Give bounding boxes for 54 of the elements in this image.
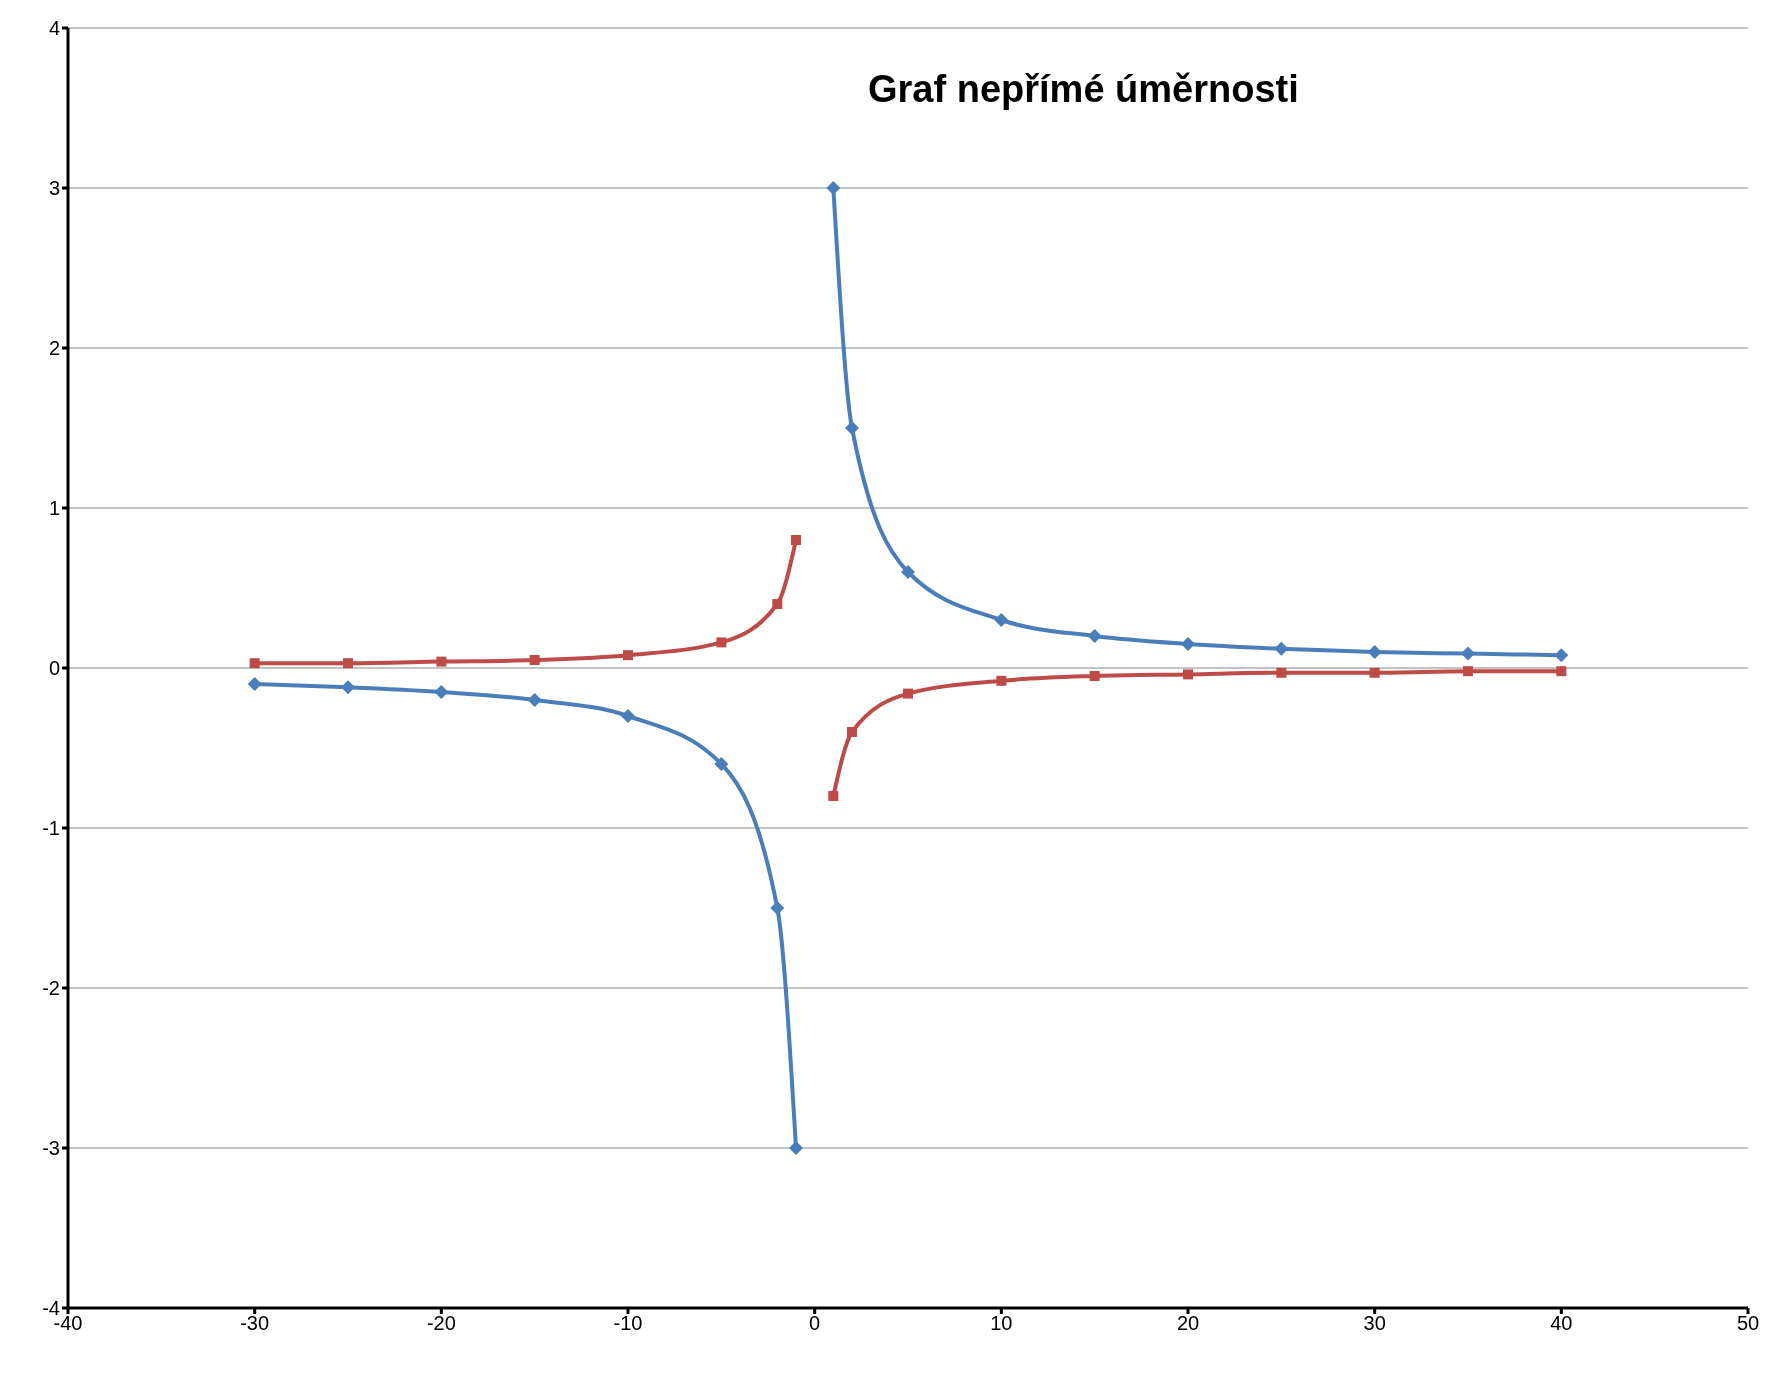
x-tick-label: -30	[240, 1312, 270, 1335]
point	[847, 727, 857, 737]
y-tick-label: 3	[48, 177, 60, 200]
point	[343, 658, 353, 669]
y-tick-label: 2	[48, 337, 60, 360]
point	[996, 675, 1007, 686]
y-tick-label: -1	[42, 817, 60, 840]
point	[436, 656, 447, 667]
point	[247, 677, 262, 691]
point	[789, 1141, 803, 1155]
point	[770, 901, 785, 915]
point	[1087, 629, 1102, 643]
y-tick-label: 1	[48, 497, 60, 520]
point	[249, 658, 260, 669]
point	[828, 791, 839, 801]
point	[1554, 648, 1569, 663]
point	[826, 181, 841, 195]
point	[791, 535, 801, 545]
x-tick-label: 10	[990, 1312, 1013, 1335]
point	[1181, 637, 1195, 651]
text: Graf nepřímé úměrnosti	[868, 68, 1299, 111]
y-tick-label: 0	[48, 657, 60, 680]
point	[527, 693, 542, 707]
point	[623, 650, 633, 661]
x-tick-label: 20	[1176, 1312, 1200, 1335]
x-tick-label: 40	[1550, 1312, 1573, 1335]
point	[529, 655, 540, 665]
point	[772, 599, 783, 609]
point	[1463, 666, 1473, 677]
point	[1556, 666, 1567, 677]
point	[1089, 671, 1100, 681]
point	[714, 757, 729, 771]
y-tick-label: 4	[48, 17, 60, 40]
point	[845, 421, 859, 435]
x-tick-label: 30	[1363, 1312, 1386, 1335]
point	[1367, 645, 1382, 659]
y-tick-label: -2	[42, 977, 60, 1000]
point	[1369, 667, 1380, 678]
point	[1274, 641, 1289, 656]
x-tick-label: -10	[613, 1312, 643, 1335]
point	[341, 680, 355, 695]
point	[903, 688, 913, 699]
point	[621, 709, 635, 723]
x-tick-label: -20	[426, 1312, 456, 1335]
point	[1276, 667, 1287, 678]
point	[994, 613, 1009, 627]
point	[901, 565, 915, 579]
point	[434, 685, 449, 699]
point	[1461, 646, 1475, 661]
x-tick-label: 50	[1736, 1312, 1760, 1335]
x-tick-label: 0	[809, 1312, 821, 1335]
point	[1183, 669, 1193, 680]
y-tick-label: -3	[42, 1137, 60, 1160]
point	[716, 637, 727, 648]
